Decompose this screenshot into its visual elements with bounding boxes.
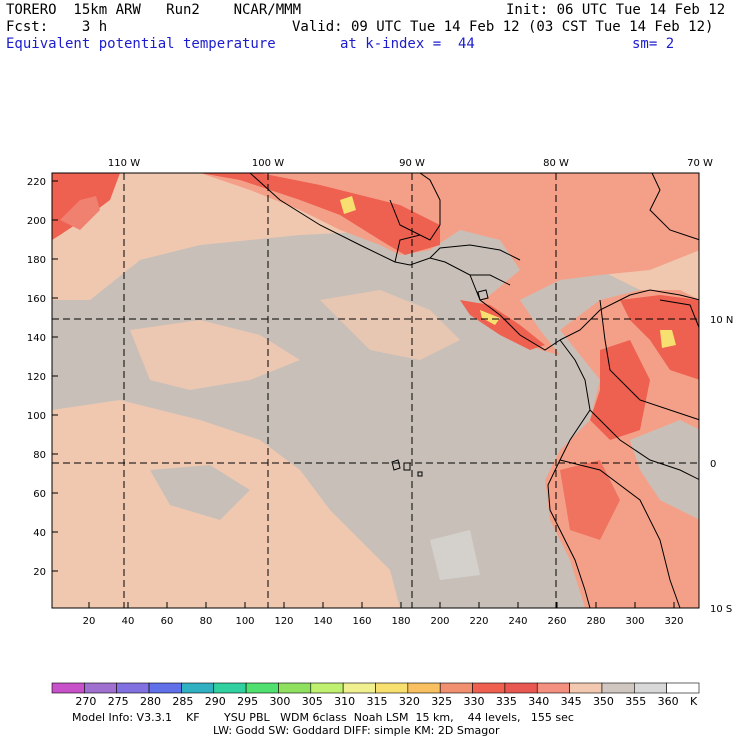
lat-label-0: 0 <box>710 459 716 470</box>
colorbar-swatch <box>342 682 376 694</box>
x-tick-label: 120 <box>274 616 293 627</box>
colorbar-swatch <box>375 682 409 694</box>
colorbar-label: 275 <box>107 695 129 708</box>
colorbar-label: 295 <box>237 695 259 708</box>
y-tick-label: 180 <box>27 255 46 266</box>
lat-label-10s: 10 S <box>710 604 732 615</box>
colorbar-label: 340 <box>528 695 550 708</box>
graticule <box>52 173 699 608</box>
x-tick-label: 100 <box>235 616 254 627</box>
x-tick-label: 40 <box>122 616 135 627</box>
colorbar-swatch <box>601 682 635 694</box>
y-tick-label: 220 <box>27 177 46 188</box>
init-time: Init: 06 UTC Tue 14 Feb 12 <box>506 2 726 18</box>
level-index: at k-index = 44 <box>340 36 475 52</box>
colorbar-label: 345 <box>560 695 582 708</box>
colorbar-label: 315 <box>366 695 388 708</box>
colorbar-swatch <box>245 682 279 694</box>
colorbar-label: 355 <box>625 695 647 708</box>
x-tick-label: 20 <box>83 616 96 627</box>
x-tick-label: 320 <box>664 616 683 627</box>
model-info: Model Info: V3.3.1 KF YSU PBL WDM 6class… <box>72 711 574 724</box>
colorbar-label: 325 <box>431 695 453 708</box>
y-tick-label: 140 <box>27 333 46 344</box>
colorbar-swatch <box>213 682 247 694</box>
x-tick-label: 300 <box>625 616 644 627</box>
x-tick-label: 200 <box>430 616 449 627</box>
lon-label-80w: 80 W <box>543 158 569 169</box>
x-tick-label: 60 <box>161 616 174 627</box>
coastlines <box>249 173 699 608</box>
colorbar-swatch <box>51 682 85 694</box>
x-tick-label: 180 <box>391 616 410 627</box>
colorbar-label: 270 <box>75 695 97 708</box>
x-tick-label: 280 <box>586 616 605 627</box>
colorbar-swatch <box>472 682 506 694</box>
colorbar-label: 360 <box>657 695 679 708</box>
lon-label-100w: 100 W <box>252 158 284 169</box>
colorbar-swatch <box>504 682 538 694</box>
colorbar-label: 280 <box>140 695 162 708</box>
colorbar-swatch <box>536 682 570 694</box>
field-name: Equivalent potential temperature <box>6 36 276 52</box>
forecast-hour: Fcst: 3 h <box>6 19 108 35</box>
colorbar-swatch <box>84 682 117 694</box>
colorbar-label: 285 <box>172 695 194 708</box>
y-tick-label: 20 <box>33 567 46 578</box>
colorbar-swatch <box>407 682 441 694</box>
colorbar-swatch <box>569 682 603 694</box>
y-tick-label: 40 <box>33 528 46 539</box>
x-tick-label: 220 <box>469 616 488 627</box>
colorbar-label: 310 <box>334 695 356 708</box>
y-tick-label: 60 <box>33 489 46 500</box>
lon-label-90w: 90 W <box>399 158 425 169</box>
colorbar-label: 290 <box>204 695 226 708</box>
lon-label-110w: 110 W <box>108 158 140 169</box>
lon-label-70w: 70 W <box>687 158 713 169</box>
model-title: TORERO 15km ARW Run2 NCAR/MMM <box>6 2 302 18</box>
colorbar-label: 320 <box>398 695 420 708</box>
colorbar-swatch <box>439 682 473 694</box>
x-tick-label: 160 <box>352 616 371 627</box>
valid-time: Valid: 09 UTC Tue 14 Feb 12 (03 CST Tue … <box>292 19 714 35</box>
colorbar-swatch <box>633 682 667 694</box>
x-tick-label: 80 <box>200 616 213 627</box>
colorbar-swatch <box>116 682 150 694</box>
smoothing: sm= 2 <box>632 36 675 52</box>
colorbar-label: 350 <box>592 695 614 708</box>
y-tick-label: 120 <box>27 372 46 383</box>
colorbar-swatch <box>666 682 700 694</box>
x-tick-label: 140 <box>313 616 332 627</box>
colorbar-label: K <box>690 695 698 708</box>
colorbar-swatch <box>181 682 215 694</box>
colorbar-label: 305 <box>301 695 323 708</box>
colorbar-swatch <box>278 682 312 694</box>
colorbar-label: 330 <box>463 695 485 708</box>
physics-info: LW: Godd SW: Goddard DIFF: simple KM: 2D… <box>213 724 500 737</box>
plot-frame <box>51 172 700 609</box>
x-tick-label: 240 <box>508 616 527 627</box>
colorbar-swatch <box>148 682 182 694</box>
colorbar-label: 335 <box>495 695 517 708</box>
theta-e-field <box>52 173 699 608</box>
y-tick-label: 80 <box>33 450 46 461</box>
y-tick-label: 200 <box>27 216 46 227</box>
lat-label-10n: 10 N <box>710 315 733 326</box>
colorbar-swatch <box>310 682 344 694</box>
axis-ticks <box>52 180 675 608</box>
colorbar <box>51 682 700 694</box>
y-tick-label: 100 <box>27 411 46 422</box>
y-tick-label: 160 <box>27 294 46 305</box>
x-tick-label: 260 <box>547 616 566 627</box>
colorbar-label: 300 <box>269 695 291 708</box>
